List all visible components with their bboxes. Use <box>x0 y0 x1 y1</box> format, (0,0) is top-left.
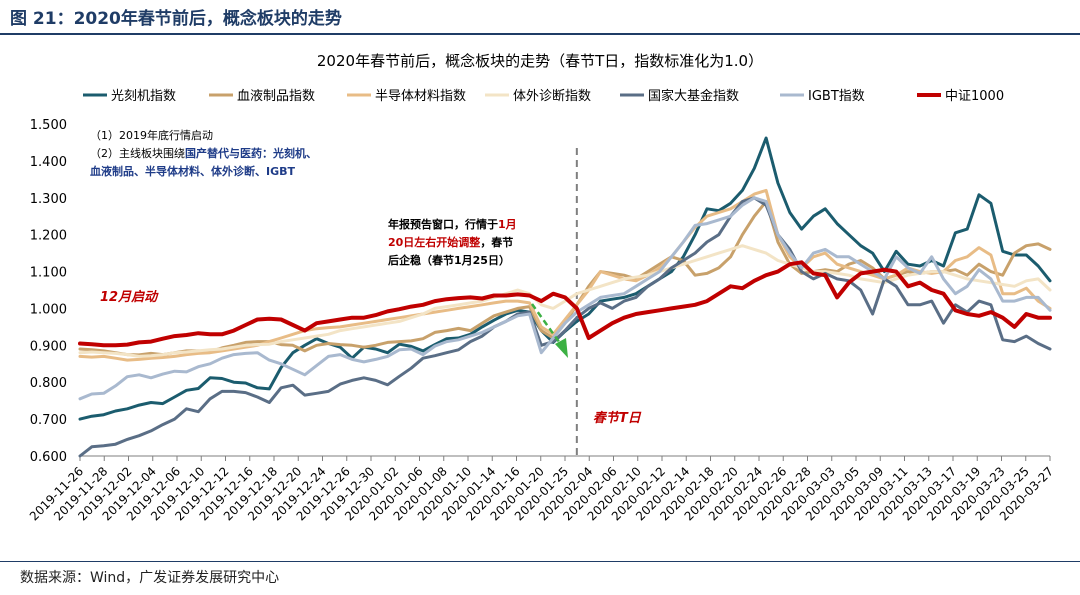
series-line-5 <box>78 196 1052 458</box>
series-line-3 <box>78 188 1052 362</box>
legend-label: IGBT指数 <box>808 89 865 104</box>
chart-title: 2020年春节前后，概念板块的走势（春节T日，指数标准化为1.0） <box>317 52 763 70</box>
line-chart: 2020年春节前后，概念板块的走势（春节T日，指数标准化为1.0） 光刻机指数血… <box>27 52 1056 523</box>
data-source: 数据来源：Wind，广发证券发展研究中心 <box>20 570 280 586</box>
series-line-7 <box>78 260 1052 348</box>
y-tick-label: 0.900 <box>30 339 67 354</box>
y-tick-label: 1.000 <box>30 302 67 317</box>
series-line-1 <box>78 136 1052 421</box>
note-line-2-highlight: 国产替代与医药：光刻机、 <box>185 146 317 160</box>
figure-header: 图 21：2020年春节前后，概念板块的走势 <box>0 0 1080 35</box>
header-divider <box>0 33 1080 35</box>
y-tick-label: 0.800 <box>30 376 67 391</box>
x-axis: 2019-11-262019-11-282019-12-022019-12-04… <box>27 455 1056 523</box>
y-tick-label: 1.300 <box>30 192 67 207</box>
legend-label: 中证1000 <box>945 89 1004 104</box>
y-tick-label: 1.200 <box>30 229 67 244</box>
y-tick-label: 0.700 <box>30 413 67 428</box>
start-annotation: 12月启动 <box>100 289 159 305</box>
note-line-2: （2）主线板块围绕国产替代与医药：光刻机、 <box>90 146 317 160</box>
footer-divider <box>0 561 1080 562</box>
trend-arrow-shaft <box>530 303 564 347</box>
window-annotation-line-1: 年报预告窗口，行情于1月 <box>388 217 517 231</box>
note-line-2-text: （2）主线板块围绕 <box>90 146 185 160</box>
note-line-1: （1）2019年底行情启动 <box>90 128 213 142</box>
figure-title: 图 21：2020年春节前后，概念板块的走势 <box>10 9 342 29</box>
series-group <box>78 136 1052 458</box>
legend-label: 半导体材料指数 <box>375 89 466 104</box>
y-tick-label: 0.600 <box>30 450 67 465</box>
y-tick-label: 1.400 <box>30 155 67 170</box>
window-highlight-2: 20日左右开始调整 <box>388 235 480 249</box>
y-axis: 0.600 0.700 0.800 0.900 1.000 1.100 1.200 1.300… <box>30 118 67 465</box>
legend-label: 血液制品指数 <box>237 89 315 104</box>
legend-label: 体外诊断指数 <box>513 89 591 104</box>
spring-festival-label: 春节T日 <box>593 410 642 426</box>
y-tick-label: 1.100 <box>30 266 67 281</box>
note-line-3: 血液制品、半导体材料、体外诊断、IGBT <box>90 164 296 178</box>
window-text-2: ，春节 <box>480 235 513 249</box>
window-annotation-line-3: 后企稳（春节1月25日） <box>388 253 510 267</box>
window-text-1: 年报预告窗口，行情于 <box>388 217 498 231</box>
legend-label: 国家大基金指数 <box>648 88 739 104</box>
legend-label: 光刻机指数 <box>111 89 176 104</box>
y-tick-label: 1.500 <box>30 118 67 133</box>
chart-container: 2020年春节前后，概念板块的走势（春节T日，指数标准化为1.0） 光刻机指数血… <box>0 36 1080 559</box>
legend: 光刻机指数 血液制品指数 半导体材料指数 体外诊断指数 国家大基金指数 IGBT指数 中证1… <box>83 88 1004 104</box>
window-highlight-1: 1月 <box>498 218 517 231</box>
window-annotation-line-2: 20日左右开始调整，春节 <box>388 235 513 249</box>
trend-arrow-head <box>555 338 568 358</box>
